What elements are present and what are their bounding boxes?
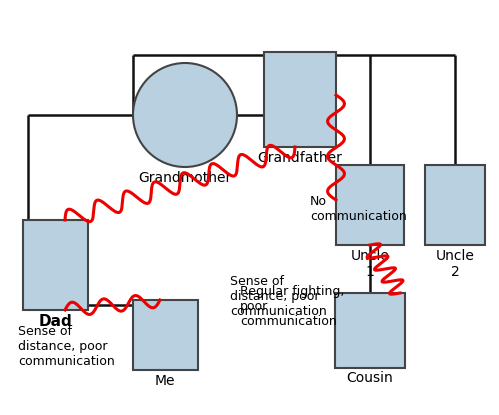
Text: Uncle
2: Uncle 2: [436, 249, 475, 279]
Text: Uncle
1: Uncle 1: [351, 249, 389, 279]
FancyBboxPatch shape: [335, 293, 405, 368]
FancyBboxPatch shape: [425, 165, 485, 245]
FancyBboxPatch shape: [336, 165, 404, 245]
Text: Sense of
distance, poor
communication: Sense of distance, poor communication: [230, 275, 327, 318]
Text: Cousin: Cousin: [347, 371, 393, 385]
FancyBboxPatch shape: [264, 53, 336, 147]
Text: Dad: Dad: [38, 314, 72, 329]
FancyBboxPatch shape: [22, 220, 87, 310]
Text: Sense of
distance, poor
communication: Sense of distance, poor communication: [18, 325, 115, 368]
Text: Me: Me: [155, 374, 175, 388]
Text: No
communication: No communication: [310, 195, 407, 223]
Text: Grandfather: Grandfather: [257, 151, 342, 165]
Text: Regular fighting,
poor
communication: Regular fighting, poor communication: [240, 285, 344, 328]
FancyBboxPatch shape: [133, 300, 198, 370]
Text: Grandmother: Grandmother: [138, 171, 232, 185]
Ellipse shape: [133, 63, 237, 167]
